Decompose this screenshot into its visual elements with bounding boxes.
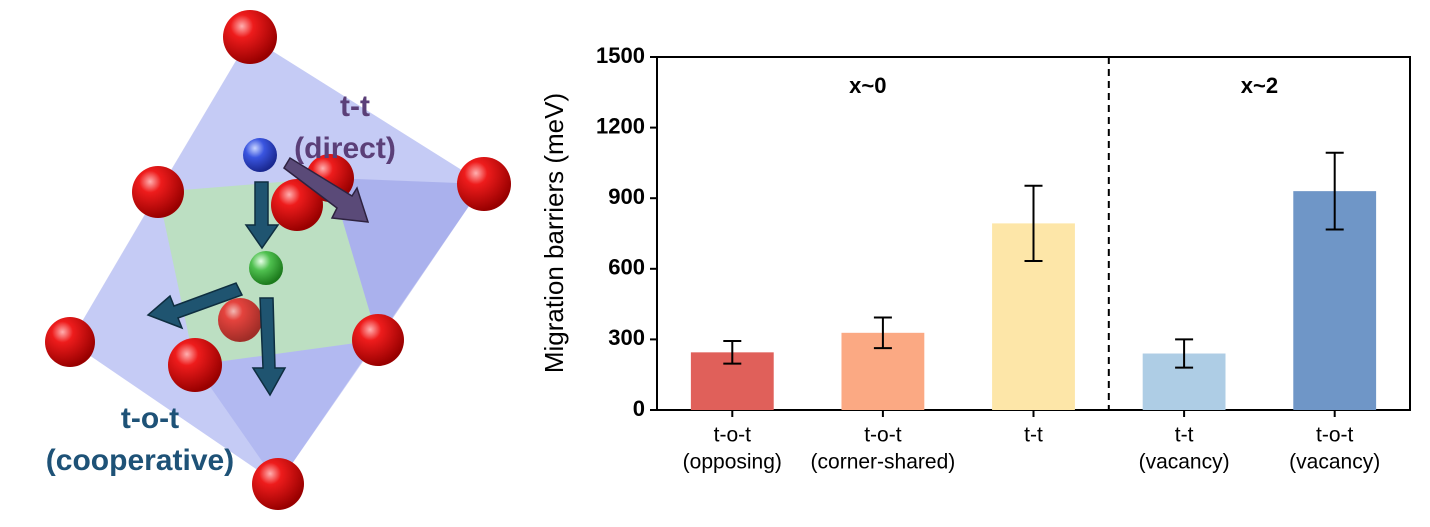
x-tick-label: t-t [1024,424,1043,447]
error-bar [1325,151,1344,231]
group-label: x~0 [849,73,886,98]
octahedron-diagram: t-t (direct) t-o-t (cooperative) [45,10,511,510]
label: t-o-t [121,402,179,435]
error-bar [1175,338,1194,369]
x-tick-label: t-o-t [864,424,902,447]
error-bar [873,316,892,350]
y-tick-label: 1200 [596,113,645,138]
x-tick-label: t-o-t [714,424,752,447]
x-tick-label: t-o-t [1316,424,1354,447]
x-tick-label: (vacancy) [1139,451,1230,474]
cation [243,138,277,172]
label: t-t [340,90,370,123]
label: (cooperative) [46,444,234,477]
y-tick-label: 0 [633,396,645,421]
y-tick-label: 1500 [596,43,645,68]
x-tick-label: (opposing) [683,451,782,474]
x-tick-label: (corner-shared) [811,451,956,474]
x-tick-label: (vacancy) [1289,451,1380,474]
arrows [146,181,287,397]
x-tick-label: t-t [1175,424,1194,447]
error-bar [723,340,742,365]
face [330,178,484,340]
cation [249,251,283,285]
y-tick-label: 900 [608,184,645,209]
group-label: x~2 [1241,73,1278,98]
arrow [283,156,370,223]
error-bar [1024,184,1043,263]
face [195,340,378,484]
label: (direct) [294,132,396,165]
y-tick-label: 300 [608,325,645,350]
anions [45,10,511,510]
y-tick-label: 600 [608,255,645,280]
y-axis-label: Migration barriers (meV) [539,93,569,373]
